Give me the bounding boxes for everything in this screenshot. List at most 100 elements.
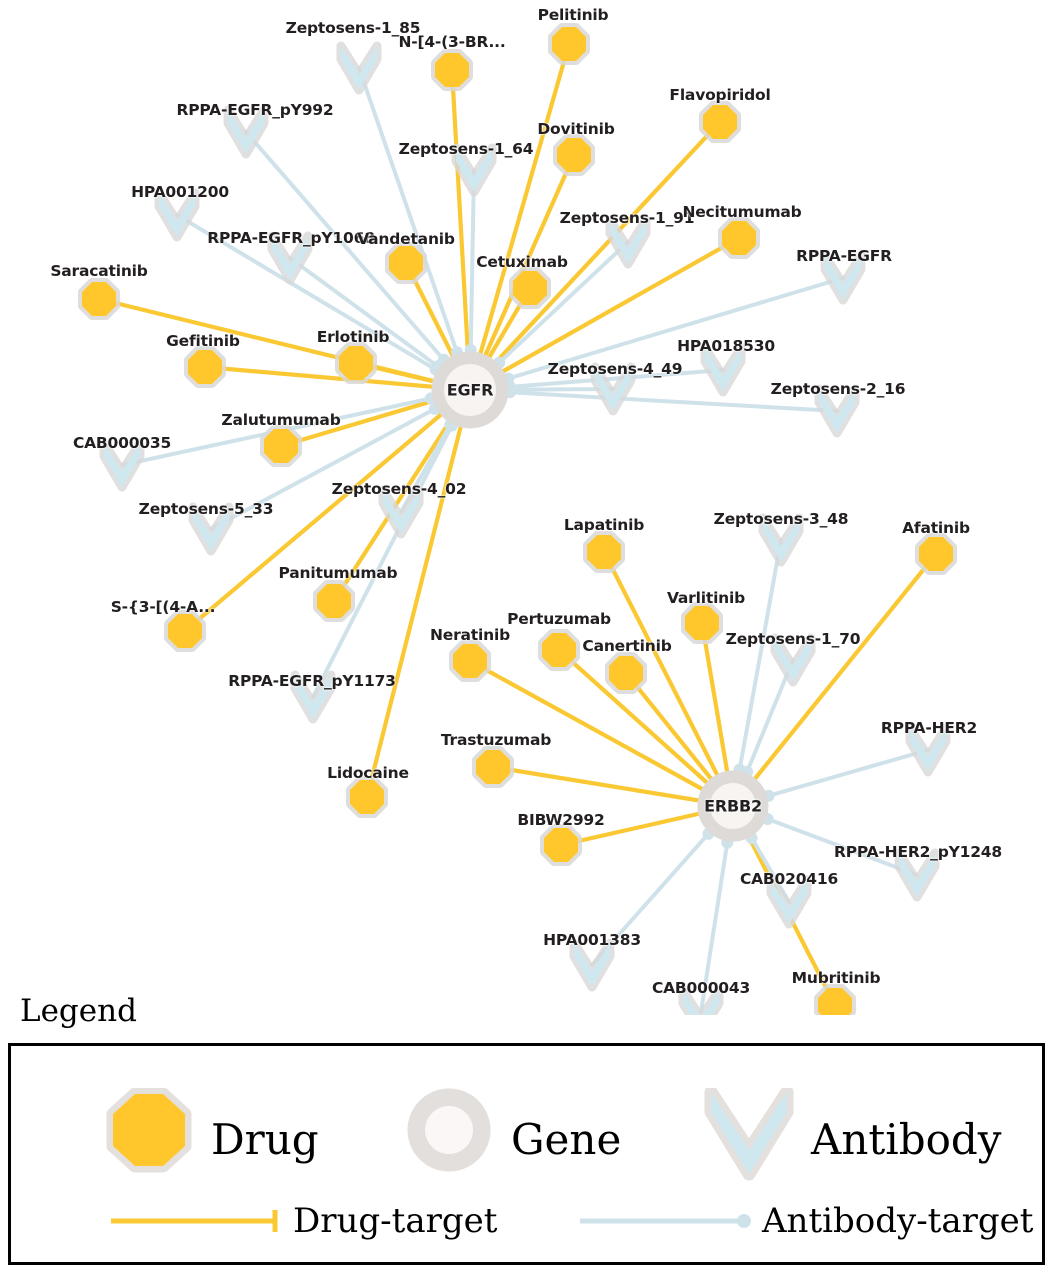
drug-node — [609, 656, 643, 690]
network-svg — [78, 23, 957, 1015]
node-label: RPPA-HER2_pY1248 — [834, 843, 1002, 861]
drug-node — [339, 346, 373, 380]
node-label: Zeptosens-1_85 — [285, 19, 421, 37]
network-graph-canvas: Zeptosens-1_85 RPPA-EGFR_pY992 Zeptosens-1… — [50, 6, 1002, 1015]
antibody-target-edge — [311, 388, 472, 699]
drug-target-edge — [202, 364, 473, 393]
node-label: Pertuzumab — [507, 610, 611, 628]
gene-node-core — [444, 364, 496, 416]
gene-icon — [407, 1088, 491, 1172]
drug-node — [317, 584, 351, 618]
node-label: Trastuzumab — [440, 731, 552, 749]
node-label: Pelitinib — [537, 6, 609, 24]
node-label: Mubritinib — [791, 969, 881, 987]
legend-title: Legend — [20, 993, 137, 1029]
node-label: Varlitinib — [666, 589, 746, 607]
legend-edge-antibody-target: Antibody-target — [576, 1204, 1033, 1238]
gene-node-label: EGFR — [446, 380, 494, 400]
drug-target-edge — [449, 67, 473, 393]
antibody-target-edge — [468, 388, 839, 413]
drug-target-edge — [364, 387, 473, 800]
drug-node — [188, 350, 222, 384]
antibody-node — [819, 389, 855, 433]
node-label: Zalutumumab — [221, 411, 341, 429]
node-label: N-[4-(3-BR... — [398, 33, 506, 51]
drug-node — [544, 828, 578, 862]
drug-node — [557, 138, 591, 172]
node-label: RPPA-EGFR_pY992 — [176, 101, 334, 119]
node-label: Panitumumab — [278, 564, 398, 582]
node-label: HPA001383 — [543, 931, 641, 949]
antibody-target-edge — [357, 66, 472, 392]
drug-target-edge-icon — [111, 1210, 278, 1232]
drug-node — [685, 606, 719, 640]
antibody-target-edge — [468, 276, 845, 392]
node-label: Lidocaine — [327, 764, 409, 782]
antibody-target-edge — [175, 213, 472, 392]
drug-node — [513, 271, 547, 305]
drug-node — [542, 633, 576, 667]
legend-node-antibody: Antibody — [701, 1088, 1001, 1192]
drug-target-edge — [490, 764, 736, 809]
node-label: Zeptosens-3_48 — [713, 510, 849, 528]
drug-target-edge — [182, 387, 473, 634]
antibody-node — [456, 148, 492, 192]
node-label: RPPA-HER2 — [880, 719, 978, 737]
node-label: HPA001200 — [131, 183, 229, 201]
drug-node — [476, 750, 510, 784]
drug-target-edge — [467, 119, 723, 393]
legend-edge-drug-target: Drug-target — [107, 1204, 497, 1238]
drug-node — [722, 221, 756, 255]
antibody-node — [341, 46, 377, 90]
node-label: RPPA-EGFR_pY1173 — [228, 672, 396, 690]
antibody-node — [910, 728, 946, 772]
drug-node — [818, 988, 852, 1015]
antibody-node — [763, 518, 799, 562]
antibody-target-edge — [244, 130, 472, 392]
antibody-target-edge-icon — [580, 1214, 751, 1228]
node-label: Lapatinib — [563, 516, 645, 534]
node-label: Dovitinib — [537, 120, 615, 138]
node-label: Gefitinib — [166, 332, 240, 350]
gene-node-ring — [431, 351, 509, 429]
gene-node-core — [710, 783, 756, 829]
node-label: Cetuximab — [476, 253, 568, 271]
legend-node-gene: Gene — [401, 1088, 621, 1192]
drug-node — [264, 429, 298, 463]
node-label: HPA018530 — [677, 337, 775, 355]
drug-target-edge — [556, 647, 736, 809]
antibody-node — [295, 675, 331, 719]
drug-node — [435, 53, 469, 87]
antibody-node — [899, 853, 935, 897]
node-label: Zeptosens-5_33 — [138, 500, 274, 518]
node-label: CAB000035 — [72, 434, 172, 452]
node-label: CAB000043 — [651, 979, 751, 997]
drug-node — [552, 27, 586, 61]
antibody-target-edge — [120, 388, 472, 467]
drug-target-edge — [467, 235, 742, 393]
drug-node — [703, 105, 737, 139]
antibody-target-edge — [209, 388, 472, 531]
node-label: Zeptosens-1_70 — [725, 630, 861, 648]
node-label: Afatinib — [902, 519, 970, 537]
antibody-node — [574, 943, 610, 987]
legend-node-drug: Drug — [101, 1088, 319, 1192]
node-label: BIBW2992 — [517, 811, 605, 829]
drug-node — [453, 644, 487, 678]
drug-target-edge — [467, 41, 572, 393]
legend-node-antibody-label: Antibody — [811, 1115, 1002, 1164]
antibody-node — [683, 990, 719, 1015]
node-label: Zeptosens-1_91 — [559, 209, 695, 227]
antibody-target-edge — [731, 538, 783, 808]
legend-node-drug-label: Drug — [211, 1115, 319, 1164]
node-label: Canertinib — [582, 637, 672, 655]
antibody-node — [610, 220, 646, 264]
antibody-node — [771, 880, 807, 924]
antibody-node — [775, 638, 811, 682]
antibody-icon — [704, 1088, 794, 1181]
node-label: Vandetanib — [357, 230, 455, 248]
drug-node — [82, 282, 116, 316]
node-label: Erlotinib — [316, 328, 390, 346]
drug-node — [389, 246, 423, 280]
node-label: RPPA-EGFR — [796, 247, 892, 265]
